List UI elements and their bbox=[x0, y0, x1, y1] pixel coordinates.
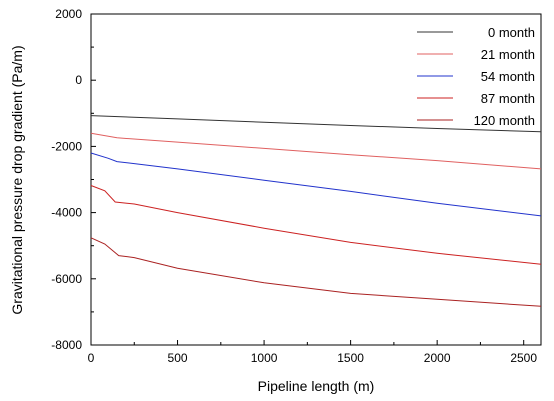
series-line-0-month bbox=[90, 115, 542, 133]
y-tick-label: -6000 bbox=[51, 272, 82, 286]
y-tick-label: -4000 bbox=[51, 206, 82, 220]
y-tick-label: 0 bbox=[75, 73, 82, 87]
legend-label: 54 month bbox=[481, 69, 535, 84]
y-tick-label: -2000 bbox=[51, 139, 82, 153]
series-line-120-month bbox=[90, 237, 542, 307]
plot-frame bbox=[90, 13, 542, 346]
series-layer bbox=[90, 115, 542, 307]
y-axis: -8000 -6000 -4000 -2000 0 2000 bbox=[51, 7, 96, 352]
x-tick-label: 2500 bbox=[510, 351, 537, 365]
y-axis-title: Gravitational pressure drop gradient (Pa… bbox=[9, 45, 25, 314]
series-line-54-month bbox=[90, 152, 542, 217]
x-tick-label: 2000 bbox=[424, 351, 451, 365]
x-tick-label: 500 bbox=[168, 351, 188, 365]
y-tick-label: 2000 bbox=[55, 7, 82, 21]
legend-label: 0 month bbox=[488, 25, 535, 40]
x-tick-label: 1500 bbox=[337, 351, 364, 365]
y-tick-label: -8000 bbox=[51, 338, 82, 352]
series-line-21-month bbox=[90, 132, 542, 170]
x-axis-title: Pipeline length (m) bbox=[258, 378, 375, 394]
legend-label: 120 month bbox=[474, 113, 535, 128]
legend: 0 month 21 month 54 month 87 month 120 month bbox=[417, 25, 535, 128]
series-line-87-month bbox=[90, 185, 542, 265]
x-tick-label: 0 bbox=[88, 351, 95, 365]
legend-label: 21 month bbox=[481, 47, 535, 62]
x-axis: 0 500 1000 1500 2000 2500 bbox=[88, 340, 537, 365]
x-tick-label: 1000 bbox=[251, 351, 278, 365]
legend-label: 87 month bbox=[481, 91, 535, 106]
